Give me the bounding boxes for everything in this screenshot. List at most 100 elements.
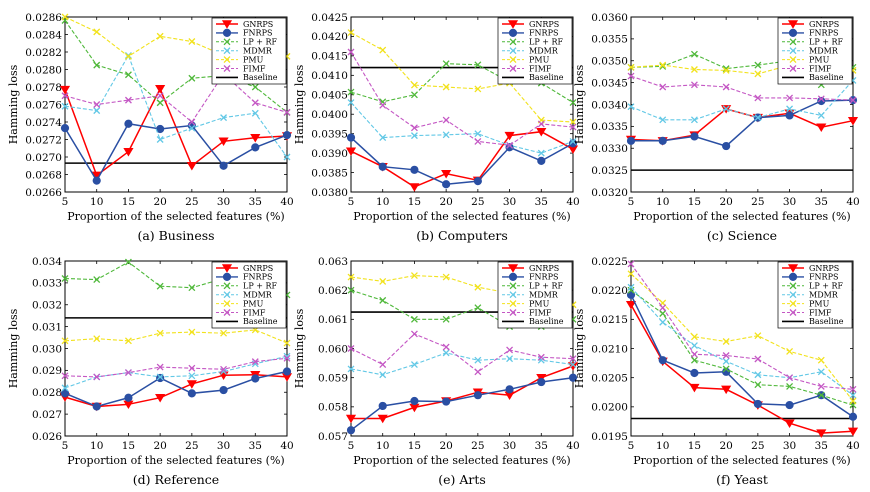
data-point-lp-rf [61,275,69,282]
legend-marker [507,20,519,29]
data-point-mdmr [347,365,355,373]
y-tick-label: 0.063 [318,256,348,268]
y-tick-label: 0.0282 [25,47,62,59]
series-line-lp-rf [64,20,288,113]
y-tick-label: 0.034 [32,256,62,268]
data-point-mdmr [817,111,825,119]
x-tick-label: 5 [628,440,635,452]
data-point-pmu [817,356,825,364]
legend-marker [509,47,517,55]
data-point-mdmr [251,109,259,117]
data-point-fnrps [473,391,482,400]
data-point-lp-rf [659,310,667,317]
series-line-fimf [350,51,574,146]
series-line-fimf [630,75,854,101]
x-tick-label: 25 [185,196,198,208]
legend-label: GNRPS [809,20,839,29]
x-tick-label: 10 [90,196,103,208]
x-tick-label: 15 [688,196,701,208]
data-point-fnrps [473,177,482,186]
legend-box [211,261,287,329]
data-point-fnrps [251,374,260,383]
y-axis-label: Hamming loss [293,64,306,144]
legend-label: GNRPS [243,20,273,29]
data-point-mdmr [93,107,101,115]
data-point-fimf [690,81,698,89]
x-tick-label: 10 [656,196,669,208]
legend-label: GNRPS [529,20,559,29]
legend-label: FNRPS [529,273,558,282]
x-tick-label: 20 [719,196,732,208]
x-tick-label: 35 [249,440,262,452]
y-tick-label: 0.062 [318,285,348,297]
data-point-fnrps [124,393,133,402]
data-point-fimf [283,354,291,362]
data-point-fimf [188,118,196,126]
series-line-mdmr [630,286,854,396]
chart-panel-1: 0.0266 0.0268 0.0270 0.0272 0.0274 0.0276 0.02… [7,12,294,243]
y-axis-label: Hamming loss [573,308,586,388]
data-point-fimf [156,92,164,100]
data-point-pmu [569,118,577,126]
data-point-lp-rf [690,356,698,364]
chart-panel-4: 0.026 0.027 0.028 0.029 0.030 0.031 0.032 0.033… [7,256,294,487]
data-point-mdmr [849,391,857,399]
legend-label: MDMR [809,47,839,56]
series-line-mdmr [350,352,574,376]
data-point-lp-rf [817,391,825,399]
data-point-pmu [722,338,730,345]
data-point-pmu [722,66,730,74]
data-point-mdmr [442,349,450,357]
y-tick-label: 0.059 [318,372,348,384]
legend-marker [223,47,231,55]
x-tick-label: 10 [376,440,389,452]
panel-caption: (c) Science [707,228,777,243]
legend-marker [509,38,517,46]
x-tick-label: 35 [249,196,262,208]
x-tick-label: 40 [280,440,293,452]
x-tick-label: 35 [535,196,548,208]
legend-label: Baseline [809,73,844,82]
series-line-gnrps [64,374,288,408]
x-axis-label: Proportion of the selected features (%) [67,454,284,467]
legend-label: FNRPS [809,29,838,38]
legend-label: MDMR [243,47,273,56]
y-tick-label: 0.029 [32,365,62,377]
legend-label: MDMR [529,47,559,56]
panel-caption: (b) Computers [416,228,508,243]
x-axis-label: Proportion of the selected features (%) [633,454,850,467]
legend-label: MDMR [243,291,273,300]
data-point-mdmr [188,372,196,380]
data-point-fimf [849,385,857,393]
y-tick-label: 0.0268 [25,169,62,181]
y-tick-label: 0.061 [318,314,348,326]
legend-marker [507,264,519,273]
y-tick-label: 0.0400 [311,109,348,121]
x-tick-label: 30 [217,440,230,452]
data-point-fimf [659,83,667,91]
data-point-fimf [93,101,101,108]
legend-label: Baseline [243,73,278,82]
panel-caption: (e) Arts [438,472,486,487]
data-point-fimf [569,355,577,363]
data-point-fnrps [282,131,292,140]
data-point-mdmr [722,105,730,113]
x-tick-label: 40 [846,440,859,452]
data-point-gnrps [250,134,261,143]
y-tick-label: 0.060 [318,343,348,355]
data-point-pmu [347,273,355,281]
x-tick-label: 20 [719,440,732,452]
data-point-fimf [220,365,228,373]
y-tick-label: 0.0274 [25,117,62,129]
legend-marker [789,56,797,64]
data-point-fimf [754,94,762,102]
y-tick-label: 0.028 [32,387,62,399]
y-tick-label: 0.0355 [591,34,628,46]
data-point-fnrps [568,373,578,382]
series-line-fimf [350,333,574,373]
legend-label: PMU [529,299,550,308]
y-tick-label: 0.0395 [311,128,348,140]
y-tick-label: 0.0195 [591,431,628,443]
